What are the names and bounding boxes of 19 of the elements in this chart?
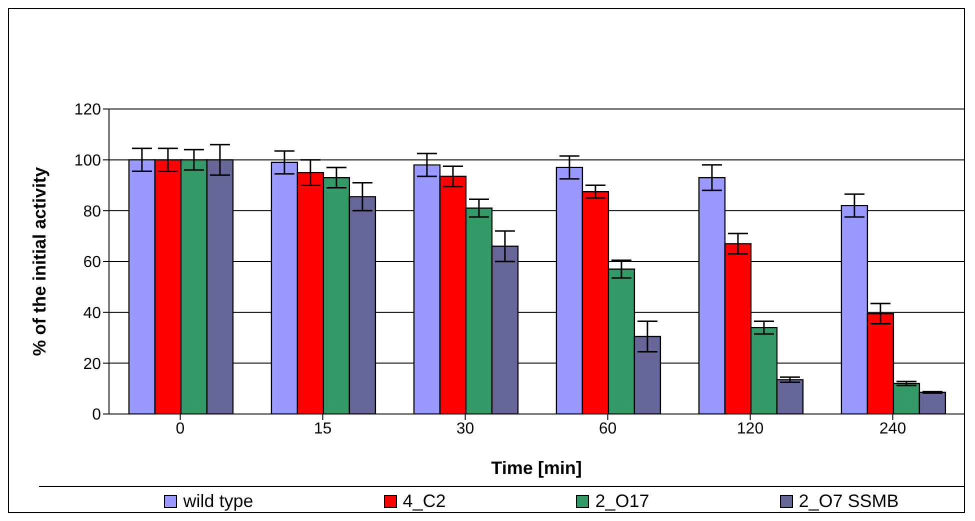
x-tick-label: 30 <box>456 420 474 438</box>
x-tick-label: 120 <box>736 420 764 438</box>
legend-label: 4_C2 <box>402 491 446 512</box>
y-tick-label: 100 <box>74 152 102 170</box>
y-tick-label: 40 <box>83 305 102 322</box>
y-tick-label: 0 <box>92 406 102 424</box>
y-axis-title: % of the initial activity <box>29 166 50 356</box>
y-tick-label: 60 <box>83 254 102 272</box>
x-tick-label: 240 <box>879 420 906 438</box>
y-tick-label: 20 <box>83 356 102 373</box>
x-tick-label: 0 <box>176 420 185 438</box>
legend-label: 2_O7 SSMB <box>798 491 899 512</box>
legend-label: wild type <box>182 491 254 512</box>
y-tick-label: 120 <box>74 102 102 119</box>
x-tick-label: 60 <box>598 420 617 438</box>
y-tick-label: 80 <box>83 203 102 220</box>
x-tick-label: 15 <box>314 420 332 438</box>
legend-label: 2_O17 <box>594 491 650 512</box>
x-axis-title: Time [min] <box>491 458 582 478</box>
